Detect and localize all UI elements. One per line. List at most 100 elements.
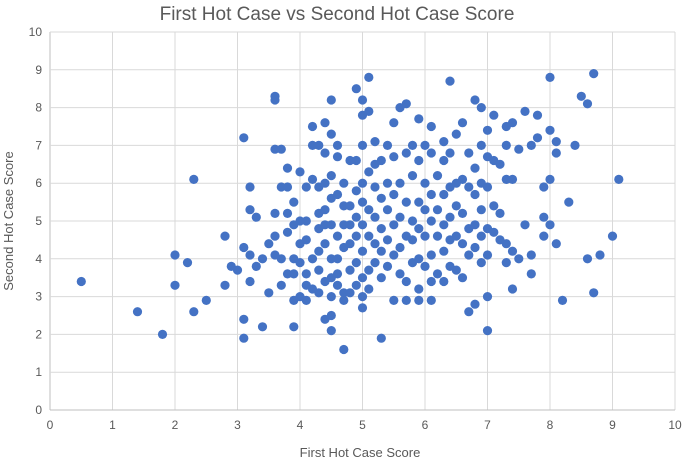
x-tick-label: 9 — [609, 418, 616, 432]
data-point — [270, 95, 280, 105]
data-point — [364, 231, 374, 241]
data-point — [470, 95, 480, 105]
data-point — [520, 106, 530, 116]
data-point — [432, 269, 443, 279]
x-tick-label: 5 — [359, 418, 366, 432]
data-point — [395, 242, 405, 253]
data-point — [345, 220, 355, 230]
data-point — [326, 292, 336, 302]
data-point — [607, 231, 618, 241]
data-point — [320, 239, 330, 249]
data-point — [376, 155, 386, 166]
data-point — [357, 292, 368, 302]
data-point — [501, 140, 511, 150]
data-point — [251, 212, 261, 222]
data-point — [564, 197, 574, 207]
data-point — [326, 326, 336, 336]
data-point — [420, 261, 430, 271]
data-point — [439, 246, 449, 256]
x-axis-title: First Hot Case Score — [300, 445, 421, 460]
data-point — [407, 216, 418, 226]
data-point — [351, 186, 361, 196]
data-point — [357, 246, 368, 256]
data-point — [201, 295, 211, 305]
data-point — [301, 295, 311, 305]
data-point — [445, 212, 455, 222]
data-point — [420, 178, 430, 188]
y-tick-label: 8 — [35, 101, 42, 115]
data-point — [595, 250, 605, 260]
data-point — [470, 189, 480, 200]
data-point — [332, 269, 343, 279]
data-point — [332, 231, 343, 241]
data-point — [426, 276, 436, 287]
data-point — [476, 103, 486, 113]
data-point — [339, 178, 349, 188]
data-point — [339, 344, 349, 355]
data-point — [364, 284, 374, 294]
data-point — [282, 182, 293, 192]
data-point — [295, 216, 305, 226]
data-point — [414, 284, 424, 294]
data-point — [320, 118, 330, 128]
data-point — [376, 193, 386, 203]
data-point — [582, 99, 593, 109]
data-point — [545, 220, 555, 230]
data-point — [589, 288, 599, 298]
y-tick-label: 0 — [35, 403, 42, 417]
data-point — [376, 333, 386, 343]
data-point — [457, 174, 468, 184]
data-point — [270, 208, 280, 218]
data-point — [357, 140, 368, 150]
data-point — [326, 129, 336, 139]
data-point — [389, 295, 399, 305]
tick-labels: 0 1 2 3 4 5 6 7 8 9 10 0 1 2 3 4 5 6 7 8 9 10 — [29, 25, 682, 432]
data-point — [507, 246, 518, 256]
data-point — [289, 322, 299, 332]
data-point — [532, 110, 543, 120]
data-point — [382, 205, 393, 215]
data-point — [351, 231, 361, 241]
data-point — [445, 148, 455, 158]
y-tick-label: 6 — [35, 176, 42, 190]
data-point — [439, 155, 449, 166]
data-point — [432, 205, 443, 215]
data-point — [426, 121, 436, 132]
data-point — [457, 208, 468, 218]
data-point — [282, 227, 293, 237]
data-point — [476, 231, 486, 241]
data-point — [395, 212, 405, 222]
data-point — [351, 258, 361, 268]
data-point — [532, 133, 543, 143]
data-point — [245, 182, 255, 192]
data-point — [545, 125, 555, 135]
data-point — [457, 273, 468, 283]
data-point — [239, 242, 249, 253]
data-point — [401, 197, 411, 207]
data-point — [439, 220, 449, 230]
x-tick-label: 6 — [422, 418, 429, 432]
data-point — [351, 280, 361, 290]
x-tick-label: 2 — [172, 418, 179, 432]
data-point — [339, 295, 349, 305]
data-point — [264, 288, 274, 298]
data-point — [482, 250, 493, 260]
data-point — [526, 250, 536, 260]
data-point — [376, 224, 386, 234]
data-point — [420, 205, 430, 215]
data-point — [464, 307, 474, 317]
data-point — [439, 137, 449, 147]
data-point — [307, 121, 318, 132]
data-point — [189, 174, 199, 184]
data-point — [389, 250, 399, 260]
data-point — [357, 220, 368, 230]
data-point — [276, 254, 286, 264]
data-point — [357, 273, 368, 283]
data-point — [332, 280, 343, 290]
data-point — [264, 239, 274, 249]
data-point — [332, 189, 343, 200]
data-point — [551, 239, 561, 249]
data-point — [251, 261, 261, 271]
data-point — [489, 227, 499, 237]
